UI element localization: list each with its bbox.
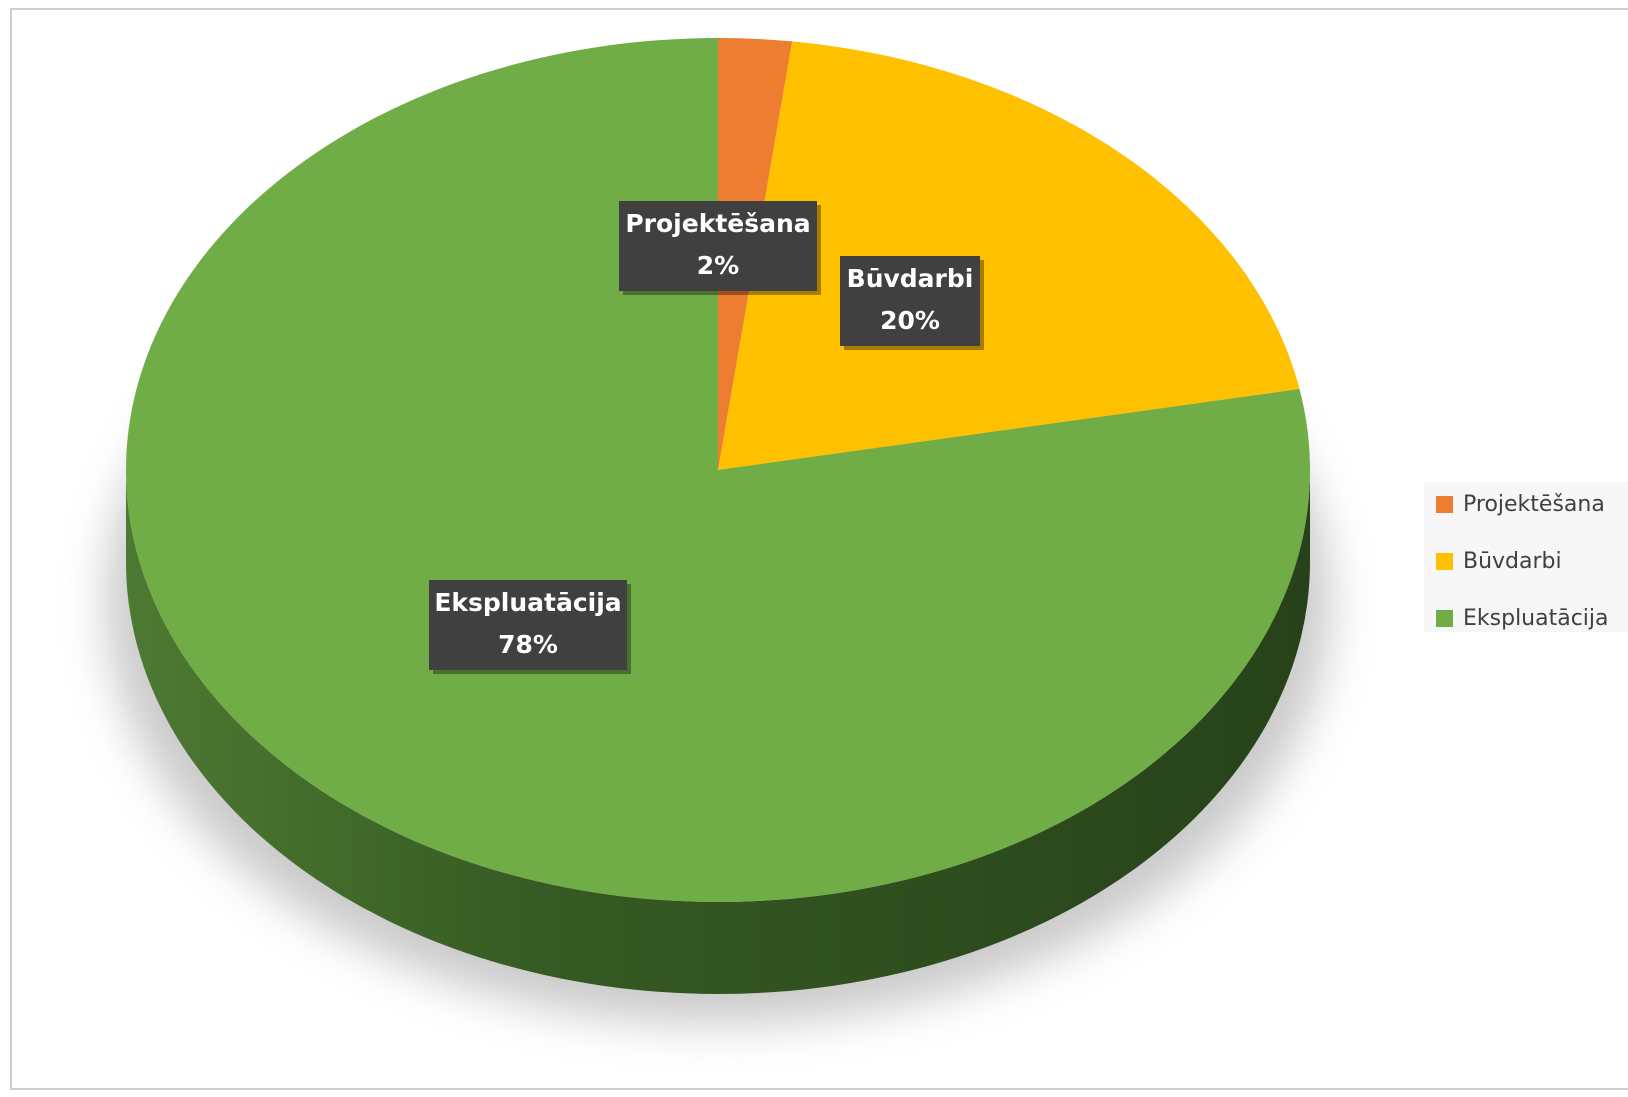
legend-label: Būvdarbi (1463, 549, 1562, 574)
legend-swatch (1436, 553, 1453, 570)
data-label-value: 78% (498, 630, 558, 659)
data-label-category: Būvdarbi (847, 264, 974, 293)
legend-label: Projektēšana (1463, 492, 1605, 517)
data-label-box (429, 580, 627, 670)
pie-slice (125, 38, 1310, 902)
data-label-category: Projektēšana (625, 209, 810, 238)
legend-label: Ekspluatācija (1463, 606, 1609, 631)
legend-box (1424, 482, 1628, 632)
legend-swatch (1436, 496, 1453, 513)
pie (106, 38, 1330, 1024)
pie-slice (718, 41, 1300, 471)
data-label-box (840, 256, 980, 346)
data-labels: Projektēšana 2% Būvdarbi 20% Ekspluatācija 78… (429, 201, 984, 674)
data-label-box (619, 201, 817, 291)
legend: Projektēšana Būvdarbi Ekspluatācija (1436, 492, 1609, 631)
pie-side (126, 470, 1310, 994)
data-label-value: 20% (880, 306, 940, 335)
data-label-value: 2% (697, 251, 739, 280)
legend-swatch (1436, 610, 1453, 627)
data-label-category: Ekspluatācija (434, 588, 621, 617)
